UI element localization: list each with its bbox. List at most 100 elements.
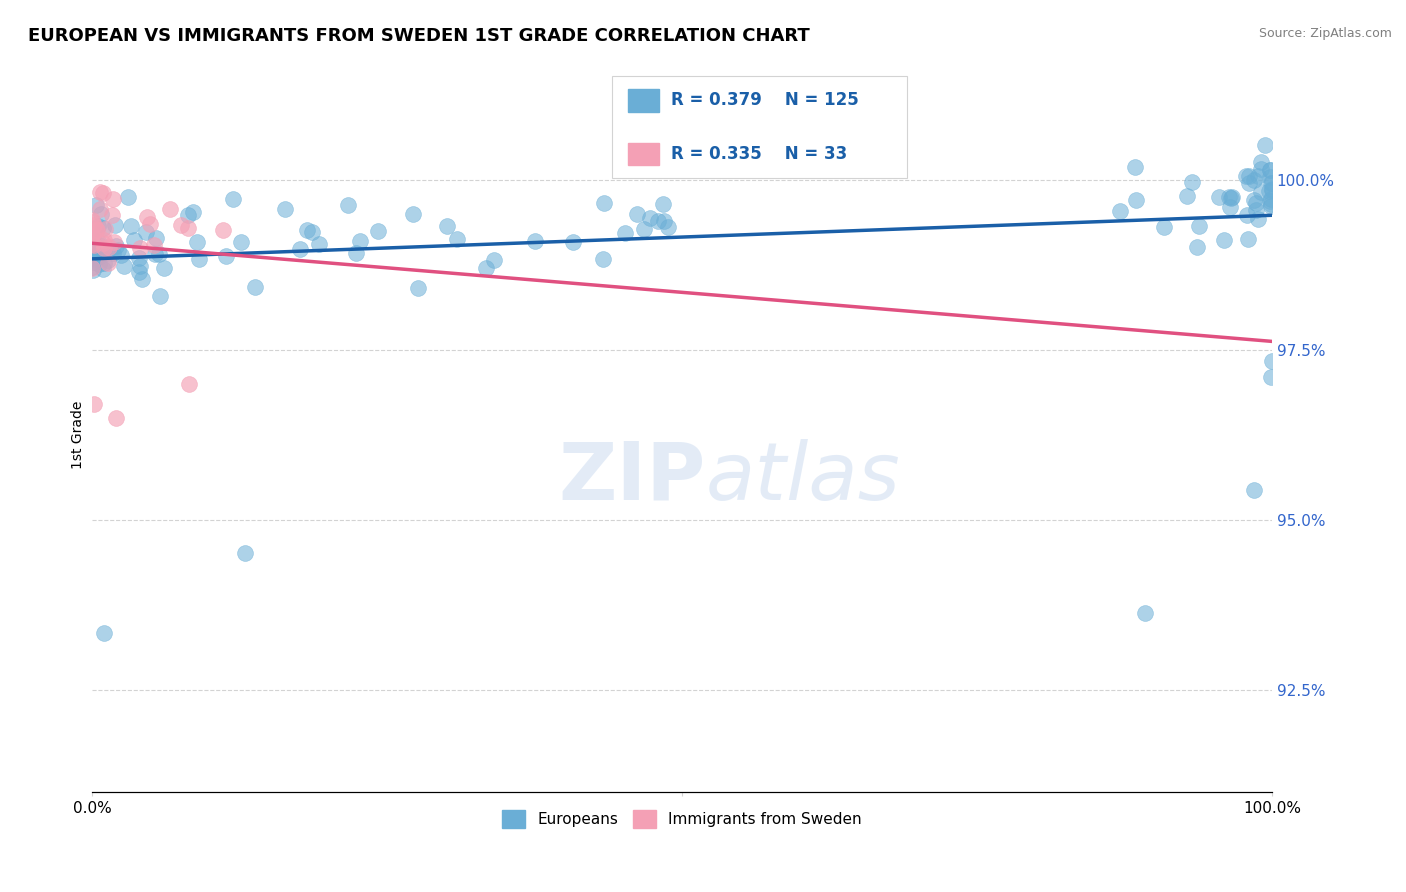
Point <box>82 263 104 277</box>
Point <box>82 228 104 243</box>
Point <box>84 252 107 266</box>
Point <box>170 218 193 232</box>
Point <box>82 228 104 243</box>
Text: R = 0.379    N = 125: R = 0.379 N = 125 <box>671 91 859 110</box>
Point <box>90 247 112 261</box>
Point <box>148 246 170 260</box>
Point <box>97 252 120 267</box>
Point <box>626 207 648 221</box>
Point <box>104 239 127 253</box>
Point <box>101 245 124 260</box>
Point <box>367 224 389 238</box>
Point <box>214 249 236 263</box>
Point <box>273 202 295 217</box>
Point <box>1258 194 1281 208</box>
Point <box>1250 155 1272 169</box>
Point <box>86 250 108 264</box>
Point <box>1175 189 1198 203</box>
Point <box>297 222 319 236</box>
Point <box>231 235 253 249</box>
Point <box>131 272 153 286</box>
Point <box>593 196 616 211</box>
Point <box>221 193 243 207</box>
Point <box>1250 161 1272 176</box>
Point <box>122 233 145 247</box>
Point <box>647 213 669 227</box>
Point <box>91 235 114 250</box>
Point <box>87 257 110 271</box>
Point <box>83 397 105 411</box>
Legend: Europeans, Immigrants from Sweden: Europeans, Immigrants from Sweden <box>496 804 868 834</box>
Point <box>84 222 107 236</box>
Point <box>1261 176 1284 190</box>
Point <box>308 237 330 252</box>
Point <box>1187 219 1209 233</box>
Point <box>93 625 115 640</box>
Point <box>87 245 110 260</box>
Point <box>86 198 108 212</box>
Point <box>83 249 105 263</box>
Point <box>349 234 371 248</box>
Point <box>117 190 139 204</box>
Text: R = 0.335    N = 33: R = 0.335 N = 33 <box>671 145 846 163</box>
Point <box>1153 220 1175 235</box>
Point <box>1258 184 1281 198</box>
Point <box>657 220 679 235</box>
Point <box>336 198 359 212</box>
Point <box>1123 160 1146 174</box>
Point <box>1236 208 1258 222</box>
Point <box>1243 193 1265 207</box>
Point <box>1237 232 1260 246</box>
Point <box>446 231 468 245</box>
Point <box>1247 211 1270 226</box>
Point <box>135 225 157 239</box>
Point <box>110 248 132 262</box>
Point <box>1181 175 1204 189</box>
Point <box>177 221 200 235</box>
Point <box>1260 197 1282 211</box>
Point <box>89 185 111 199</box>
Point <box>1260 169 1282 184</box>
Point <box>1260 176 1282 190</box>
Point <box>104 410 127 425</box>
Point <box>93 243 115 257</box>
Point <box>1254 138 1277 153</box>
Point <box>89 237 111 252</box>
Point <box>243 279 266 293</box>
Point <box>86 223 108 237</box>
Point <box>1260 192 1282 206</box>
Point <box>1219 200 1241 214</box>
Point <box>188 252 211 267</box>
Point <box>654 214 676 228</box>
Point <box>1243 483 1265 497</box>
Point <box>186 235 208 249</box>
Point <box>1218 190 1240 204</box>
Point <box>1261 182 1284 196</box>
Point <box>128 241 150 255</box>
Point <box>406 281 429 295</box>
Point <box>1219 191 1241 205</box>
Point <box>104 218 127 232</box>
Point <box>1243 173 1265 187</box>
Point <box>1234 169 1257 184</box>
Point <box>211 222 233 236</box>
Point <box>91 220 114 235</box>
Point <box>290 242 312 256</box>
Point <box>176 208 198 222</box>
Point <box>1250 185 1272 199</box>
Point <box>1258 163 1281 178</box>
Point <box>82 213 104 227</box>
Point <box>475 261 498 276</box>
Point <box>89 244 111 258</box>
Point <box>482 253 505 268</box>
Point <box>83 237 105 252</box>
Text: Source: ZipAtlas.com: Source: ZipAtlas.com <box>1258 27 1392 40</box>
Point <box>179 376 201 391</box>
Point <box>1244 202 1267 217</box>
Point <box>82 250 104 264</box>
Point <box>1260 162 1282 177</box>
Point <box>103 235 125 249</box>
Y-axis label: 1st Grade: 1st Grade <box>72 401 86 469</box>
Point <box>592 252 614 267</box>
Point <box>128 251 150 265</box>
